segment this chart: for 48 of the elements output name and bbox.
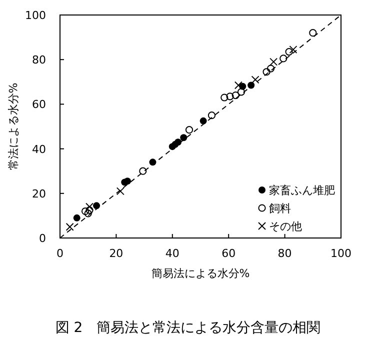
x-tick-label: 0 [56,247,64,260]
point [248,82,255,89]
point [285,48,293,56]
point [270,58,278,66]
point [84,210,92,218]
point [185,126,194,134]
point [232,91,240,100]
point [149,158,156,166]
point [237,88,246,96]
point [251,76,260,84]
point [180,134,188,142]
y-tick-label: 40 [32,142,46,156]
point [200,117,207,124]
y-tick-label: 0 [39,232,46,245]
point [262,68,270,76]
point [139,167,147,175]
point [86,202,94,211]
y-tick-label: 100 [25,9,46,22]
y-tick-label: 60 [32,98,46,112]
point [174,138,182,146]
y-tick-label: 80 [32,54,46,67]
point [226,92,234,100]
x-tick-label: 80 [278,247,292,260]
point [86,206,94,214]
y-axis-title: 常法による水分% [7,82,20,170]
x-axis-title: 簡易法による水分% [151,267,250,280]
point [81,207,90,216]
x-tick-label: 60 [222,247,236,260]
point [66,222,74,231]
legend-label: 飼料 [269,202,291,215]
point [266,64,275,72]
point [73,214,80,222]
legend-label: 家畜ふん堆肥 [269,184,335,197]
point [93,202,100,210]
point [309,29,317,37]
y-tick-label: 20 [32,187,46,200]
legend-label: その他 [269,220,302,233]
point [116,187,124,196]
x-tick-label: 40 [165,247,180,260]
point [208,112,216,120]
x-tick-label: 100 [330,247,352,260]
point [289,46,298,54]
text: 図 2 簡易法と常法による水分含量の相関 [55,320,321,336]
point [220,94,228,102]
point [234,81,242,90]
point [280,54,288,62]
point [124,178,131,185]
x-tick-label: 20 [109,247,124,260]
